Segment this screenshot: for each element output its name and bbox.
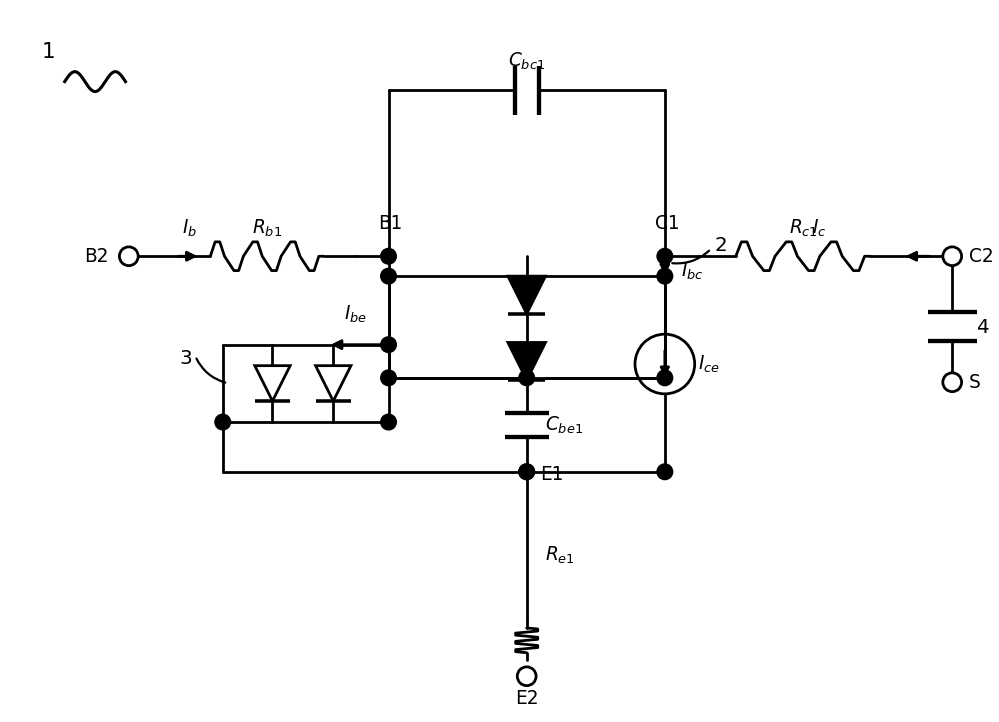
Text: $I_c$: $I_c$ [812,218,827,239]
Text: 3: 3 [179,349,192,367]
Polygon shape [255,366,290,401]
Circle shape [943,247,962,266]
Text: B1: B1 [379,214,403,232]
Text: $I_{bc}$: $I_{bc}$ [681,261,704,282]
Polygon shape [316,366,351,401]
Text: 1: 1 [41,43,55,62]
Circle shape [381,414,397,430]
Text: $R_{b1}$: $R_{b1}$ [252,218,282,239]
Text: $R_{c1}$: $R_{c1}$ [788,218,817,239]
Text: $C_{bc1}$: $C_{bc1}$ [508,51,545,72]
Circle shape [943,373,962,392]
Circle shape [657,464,672,479]
Text: $I_{be}$: $I_{be}$ [344,304,367,325]
Text: E2: E2 [514,689,538,708]
Polygon shape [507,277,545,314]
Circle shape [381,249,397,264]
Text: C2: C2 [969,247,994,266]
Text: S: S [969,373,981,392]
Text: $I_{ce}$: $I_{ce}$ [698,354,720,375]
Circle shape [657,370,672,386]
Text: $R_{e1}$: $R_{e1}$ [545,544,575,565]
Circle shape [657,269,672,284]
Circle shape [518,464,534,479]
Text: $I_b$: $I_b$ [182,218,197,239]
Circle shape [215,414,231,430]
Circle shape [120,247,138,266]
Text: E1: E1 [539,465,563,484]
Text: B2: B2 [84,247,109,266]
Circle shape [381,337,397,353]
Text: 2: 2 [714,236,727,255]
Circle shape [381,370,397,386]
Circle shape [381,269,397,284]
Circle shape [518,370,534,386]
Polygon shape [507,343,545,380]
Circle shape [517,667,536,686]
Text: C1: C1 [654,214,679,232]
Text: $C_{be1}$: $C_{be1}$ [545,414,583,435]
Text: 4: 4 [977,317,989,336]
Circle shape [657,249,672,264]
Circle shape [518,464,534,479]
